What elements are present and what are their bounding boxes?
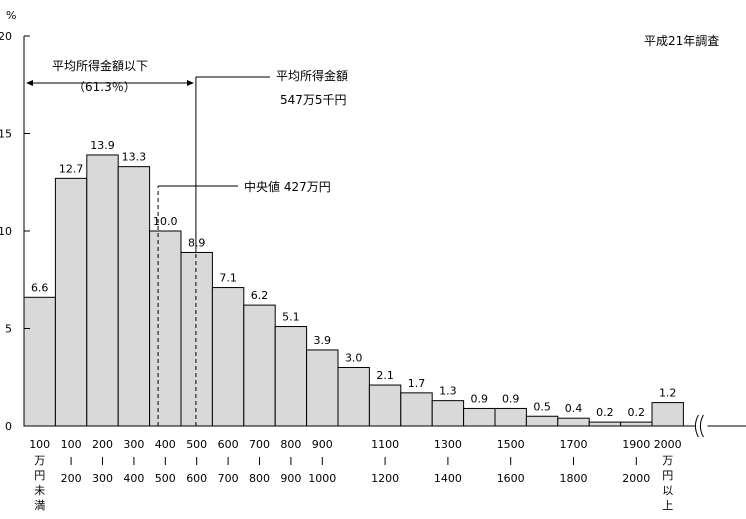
x-tick-label-bottom-0: 万円未満	[34, 454, 45, 512]
axis-break-mark	[694, 414, 704, 438]
y-tick-label-5: 5	[5, 323, 12, 336]
bar-12	[400, 392, 433, 427]
x-tick-label-bottom-8: 900	[280, 472, 301, 485]
x-tick-label-top-5: 500	[186, 438, 207, 451]
x-tick-label-bottom-6: 700	[218, 472, 239, 485]
median-label: 中央値 427万円	[244, 179, 331, 194]
y-axis-unit-label: %	[6, 9, 16, 22]
value-label-20: 1.2	[659, 387, 677, 400]
value-label-19: 0.2	[628, 406, 646, 419]
mean-label: 平均所得金額	[276, 68, 348, 83]
bar-17	[557, 417, 590, 427]
value-label-7: 6.2	[251, 289, 269, 302]
bar-14	[463, 407, 496, 427]
bar-2	[86, 154, 119, 427]
value-label-1: 12.7	[59, 162, 84, 175]
x-tick-label-bottom-9: 1000	[308, 472, 336, 485]
x-tick-label-top-10: 1100	[371, 438, 399, 451]
bar-5	[180, 251, 213, 427]
x-tick-label-top-0: 100	[29, 438, 50, 451]
value-label-14: 0.9	[471, 392, 489, 405]
y-tick-label-20: 20	[0, 30, 12, 43]
x-tick-label-bottom-3: 400	[123, 472, 144, 485]
bar-7	[243, 304, 276, 427]
x-tick-label-top-8: 800	[280, 438, 301, 451]
x-tick-label-top-1: 100	[61, 438, 82, 451]
x-tick-label-bottom-4: 500	[155, 472, 176, 485]
below-mean-percent: （61.3％）	[73, 80, 136, 94]
x-tick-label-top-15: 2000	[654, 438, 682, 451]
value-label-4: 10.0	[153, 215, 178, 228]
x-tick-label-bottom-10: 1200	[371, 472, 399, 485]
x-tick-label-bottom-2: 300	[92, 472, 113, 485]
value-label-12: 1.7	[408, 377, 426, 390]
x-tick-label-bottom-12: 1600	[497, 472, 525, 485]
x-tick-label-bottom-7: 800	[249, 472, 270, 485]
bar-1	[54, 177, 88, 427]
x-tick-label-bottom-5: 600	[186, 472, 207, 485]
x-tick-label-top-6: 600	[218, 438, 239, 451]
bar-4	[149, 230, 182, 427]
mean-value-label: 547万5千円	[280, 93, 347, 107]
bar-15	[494, 407, 527, 427]
bar-20	[651, 402, 684, 427]
bar-18	[588, 421, 622, 427]
value-label-13: 1.3	[439, 385, 457, 398]
value-label-17: 0.4	[565, 402, 583, 415]
bar-19	[620, 421, 653, 427]
value-label-5: 8.9	[188, 236, 206, 249]
x-tick-label-top-4: 400	[155, 438, 176, 451]
x-tick-label-bottom-14: 2000	[622, 472, 650, 485]
bar-6	[211, 287, 245, 427]
x-tick-label-bottom-11: 1400	[434, 472, 462, 485]
survey-year-label: 平成21年調査	[644, 34, 719, 48]
bar-9	[306, 349, 339, 427]
bar-13	[431, 400, 465, 427]
value-label-10: 3.0	[345, 352, 363, 365]
bar-11	[368, 384, 402, 427]
x-tick-label-top-3: 300	[123, 438, 144, 451]
y-tick-label-10: 10	[0, 225, 12, 238]
x-tick-label-bottom-15: 万円以上	[662, 454, 673, 512]
value-label-0: 6.6	[31, 281, 49, 294]
value-label-6: 7.1	[219, 272, 237, 285]
value-label-9: 3.9	[314, 334, 332, 347]
bar-0	[23, 296, 56, 427]
x-tick-label-top-14: 1900	[622, 438, 650, 451]
bar-16	[525, 415, 559, 427]
value-label-15: 0.9	[502, 392, 520, 405]
value-label-8: 5.1	[282, 311, 300, 324]
bar-3	[117, 166, 151, 427]
value-label-3: 13.3	[122, 151, 147, 164]
bar-8	[274, 326, 308, 427]
x-tick-label-bottom-13: 1800	[560, 472, 588, 485]
below-mean-arrow-right-head	[187, 80, 194, 86]
y-tick-label-0: 0	[5, 420, 12, 433]
value-label-16: 0.5	[533, 400, 551, 413]
y-tick-label-15: 15	[0, 128, 12, 141]
value-label-11: 2.1	[376, 369, 394, 382]
value-label-18: 0.2	[596, 406, 614, 419]
x-tick-label-top-2: 200	[92, 438, 113, 451]
x-tick-label-top-9: 900	[312, 438, 333, 451]
below-mean-arrow-left-head	[26, 80, 33, 86]
bar-10	[337, 367, 370, 427]
x-tick-label-top-13: 1700	[560, 438, 588, 451]
x-tick-label-top-7: 700	[249, 438, 270, 451]
x-tick-label-bottom-1: 200	[61, 472, 82, 485]
below-mean-label: 平均所得金額以下	[52, 58, 148, 73]
x-tick-label-top-11: 1300	[434, 438, 462, 451]
x-tick-label-top-12: 1500	[497, 438, 525, 451]
value-label-2: 13.9	[90, 139, 115, 152]
